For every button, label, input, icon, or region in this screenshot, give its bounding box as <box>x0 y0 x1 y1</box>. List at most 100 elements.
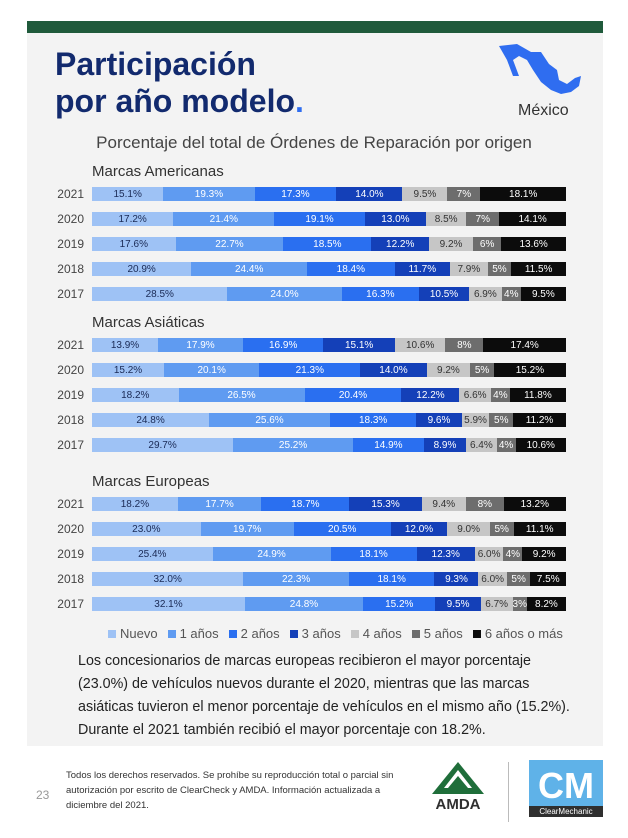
year-label: 2020 <box>57 212 84 226</box>
bar-segment: 9.2% <box>426 363 471 377</box>
stacked-bar: 28.5% 24.0% 16.3% 10.5% 6.9% 4% 9.5% <box>92 287 566 301</box>
bar-segment: 21.4% <box>173 212 275 226</box>
bar-segment: 6.4% <box>466 438 497 452</box>
country-label: México <box>518 102 569 119</box>
bar-segment: 20.1% <box>164 363 260 377</box>
bar-segment: 9.5% <box>402 187 448 201</box>
bar-segment: 14.0% <box>336 187 403 201</box>
bar-segment: 12.0% <box>390 522 448 536</box>
bar-segment: 18.4% <box>307 262 395 276</box>
bar-segment: 19.1% <box>274 212 365 226</box>
bar-segment: 18.1% <box>480 187 566 201</box>
bar-segment: 17.3% <box>254 187 337 201</box>
bar-segment: 14.0% <box>360 363 427 377</box>
stacked-bar: 15.1% 19.3% 17.3% 14.0% 9.5% 7% 18.1% <box>92 187 566 201</box>
bar-segment: 18.2% <box>92 497 178 511</box>
clearmechanic-logo-icon: CM <box>529 760 603 806</box>
amda-logo-icon <box>432 762 484 794</box>
bar-segment: 3% <box>512 597 527 611</box>
bar-segment: 10.6% <box>395 338 446 352</box>
bar-segment: 7% <box>466 212 500 226</box>
bar-segment: 24.8% <box>244 597 364 611</box>
bar-segment: 11.7% <box>394 262 451 276</box>
bar-segment: 11.1% <box>513 522 566 536</box>
bar-segment: 25.4% <box>92 547 213 561</box>
bar-segment: 17.9% <box>158 338 244 352</box>
bar-segment: 9.6% <box>416 413 462 427</box>
bar-segment: 24.9% <box>212 547 331 561</box>
bar-segment: 13.2% <box>503 497 566 511</box>
bar-segment: 10.6% <box>515 438 566 452</box>
legend-swatch <box>411 629 420 638</box>
year-label: 2019 <box>57 237 84 251</box>
bar-segment: 5% <box>470 363 494 377</box>
legend-item: 4 años <box>350 626 402 641</box>
bar-segment: 28.5% <box>92 287 228 301</box>
bar-segment: 11.5% <box>511 262 566 276</box>
bar-segment: 9.5% <box>520 287 566 301</box>
bar-segment: 17.4% <box>483 338 566 352</box>
bar-segment: 6.9% <box>468 287 502 301</box>
bar-segment: 18.1% <box>330 547 417 561</box>
chart-subtitle: Porcentaje del total de Órdenes de Repar… <box>96 133 532 152</box>
bar-segment: 8.2% <box>526 597 566 611</box>
stacked-bar: 17.2% 21.4% 19.1% 13.0% 8.5% 7% 14.1% <box>92 212 566 226</box>
legend-label: 1 años <box>179 626 219 641</box>
bar-segment: 8% <box>445 338 484 352</box>
year-label: 2020 <box>57 522 84 536</box>
stacked-bar: 29.7% 25.2% 14.9% 8.9% 6.4% 4% 10.6% <box>92 438 566 452</box>
page-title-line1: Participación <box>55 46 256 82</box>
legend-item: 2 años <box>228 626 280 641</box>
bar-segment: 13.0% <box>364 212 427 226</box>
legend-swatch <box>167 629 176 638</box>
bar-segment: 15.3% <box>349 497 422 511</box>
stacked-bar: 17.6% 22.7% 18.5% 12.2% 9.2% 6% 13.6% <box>92 237 566 251</box>
legend-item: 6 años o más <box>472 626 563 641</box>
bar-segment: 8.5% <box>426 212 467 226</box>
bar-segment: 5.9% <box>461 413 490 427</box>
bar-segment: 20.9% <box>92 262 192 276</box>
mexico-map-icon <box>499 44 581 94</box>
bar-segment: 16.9% <box>243 338 324 352</box>
legend-item: Nuevo <box>108 626 158 641</box>
stacked-bar: 15.2% 20.1% 21.3% 14.0% 9.2% 5% 15.2% <box>92 363 566 377</box>
bar-segment: 12.2% <box>401 388 460 402</box>
legend-swatch <box>350 629 359 638</box>
bar-segment: 6% <box>472 237 502 251</box>
bar-segment: 8.9% <box>423 438 467 452</box>
bar-segment: 15.2% <box>493 363 566 377</box>
legend-label: 2 años <box>240 626 280 641</box>
legend-swatch <box>289 629 298 638</box>
bar-segment: 20.4% <box>304 388 402 402</box>
bar-segment: 18.5% <box>283 237 372 251</box>
bar-segment: 9.5% <box>435 597 481 611</box>
legend-label: Nuevo <box>120 626 158 641</box>
bar-segment: 8% <box>465 497 504 511</box>
bar-segment: 19.3% <box>163 187 255 201</box>
stacked-bar: 25.4% 24.9% 18.1% 12.3% 6.0% 4% 9.2% <box>92 547 566 561</box>
bar-segment: 22.7% <box>175 237 284 251</box>
year-label: 2021 <box>57 338 84 352</box>
stacked-bar: 32.0% 22.3% 18.1% 9.3% 6.0% 5% 7.5% <box>92 572 566 586</box>
bar-segment: 17.2% <box>92 212 174 226</box>
bar-segment: 24.0% <box>227 287 342 301</box>
year-label: 2017 <box>57 287 84 301</box>
group-title: Marcas Europeas <box>92 473 210 490</box>
bar-segment: 14.9% <box>352 438 424 452</box>
chart-legend: Nuevo 1 años 2 años 3 años 4 años 5 años 6 año… <box>108 626 563 641</box>
bar-segment: 11.8% <box>509 388 566 402</box>
bar-segment: 25.2% <box>233 438 353 452</box>
bar-segment: 9.2% <box>522 547 566 561</box>
bar-segment: 6.0% <box>478 572 507 586</box>
bar-segment: 18.2% <box>92 388 179 402</box>
bar-segment: 15.1% <box>92 187 164 201</box>
year-label: 2017 <box>57 597 84 611</box>
page-number: 23 <box>36 788 50 802</box>
bar-segment: 9.0% <box>447 522 490 536</box>
legend-item: 5 años <box>411 626 463 641</box>
year-label: 2020 <box>57 363 84 377</box>
bar-segment: 24.4% <box>191 262 308 276</box>
clearmechanic-logo-letters: CM <box>538 765 594 806</box>
stacked-bar: 20.9% 24.4% 18.4% 11.7% 7.9% 5% 11.5% <box>92 262 566 276</box>
bar-segment: 7% <box>447 187 481 201</box>
